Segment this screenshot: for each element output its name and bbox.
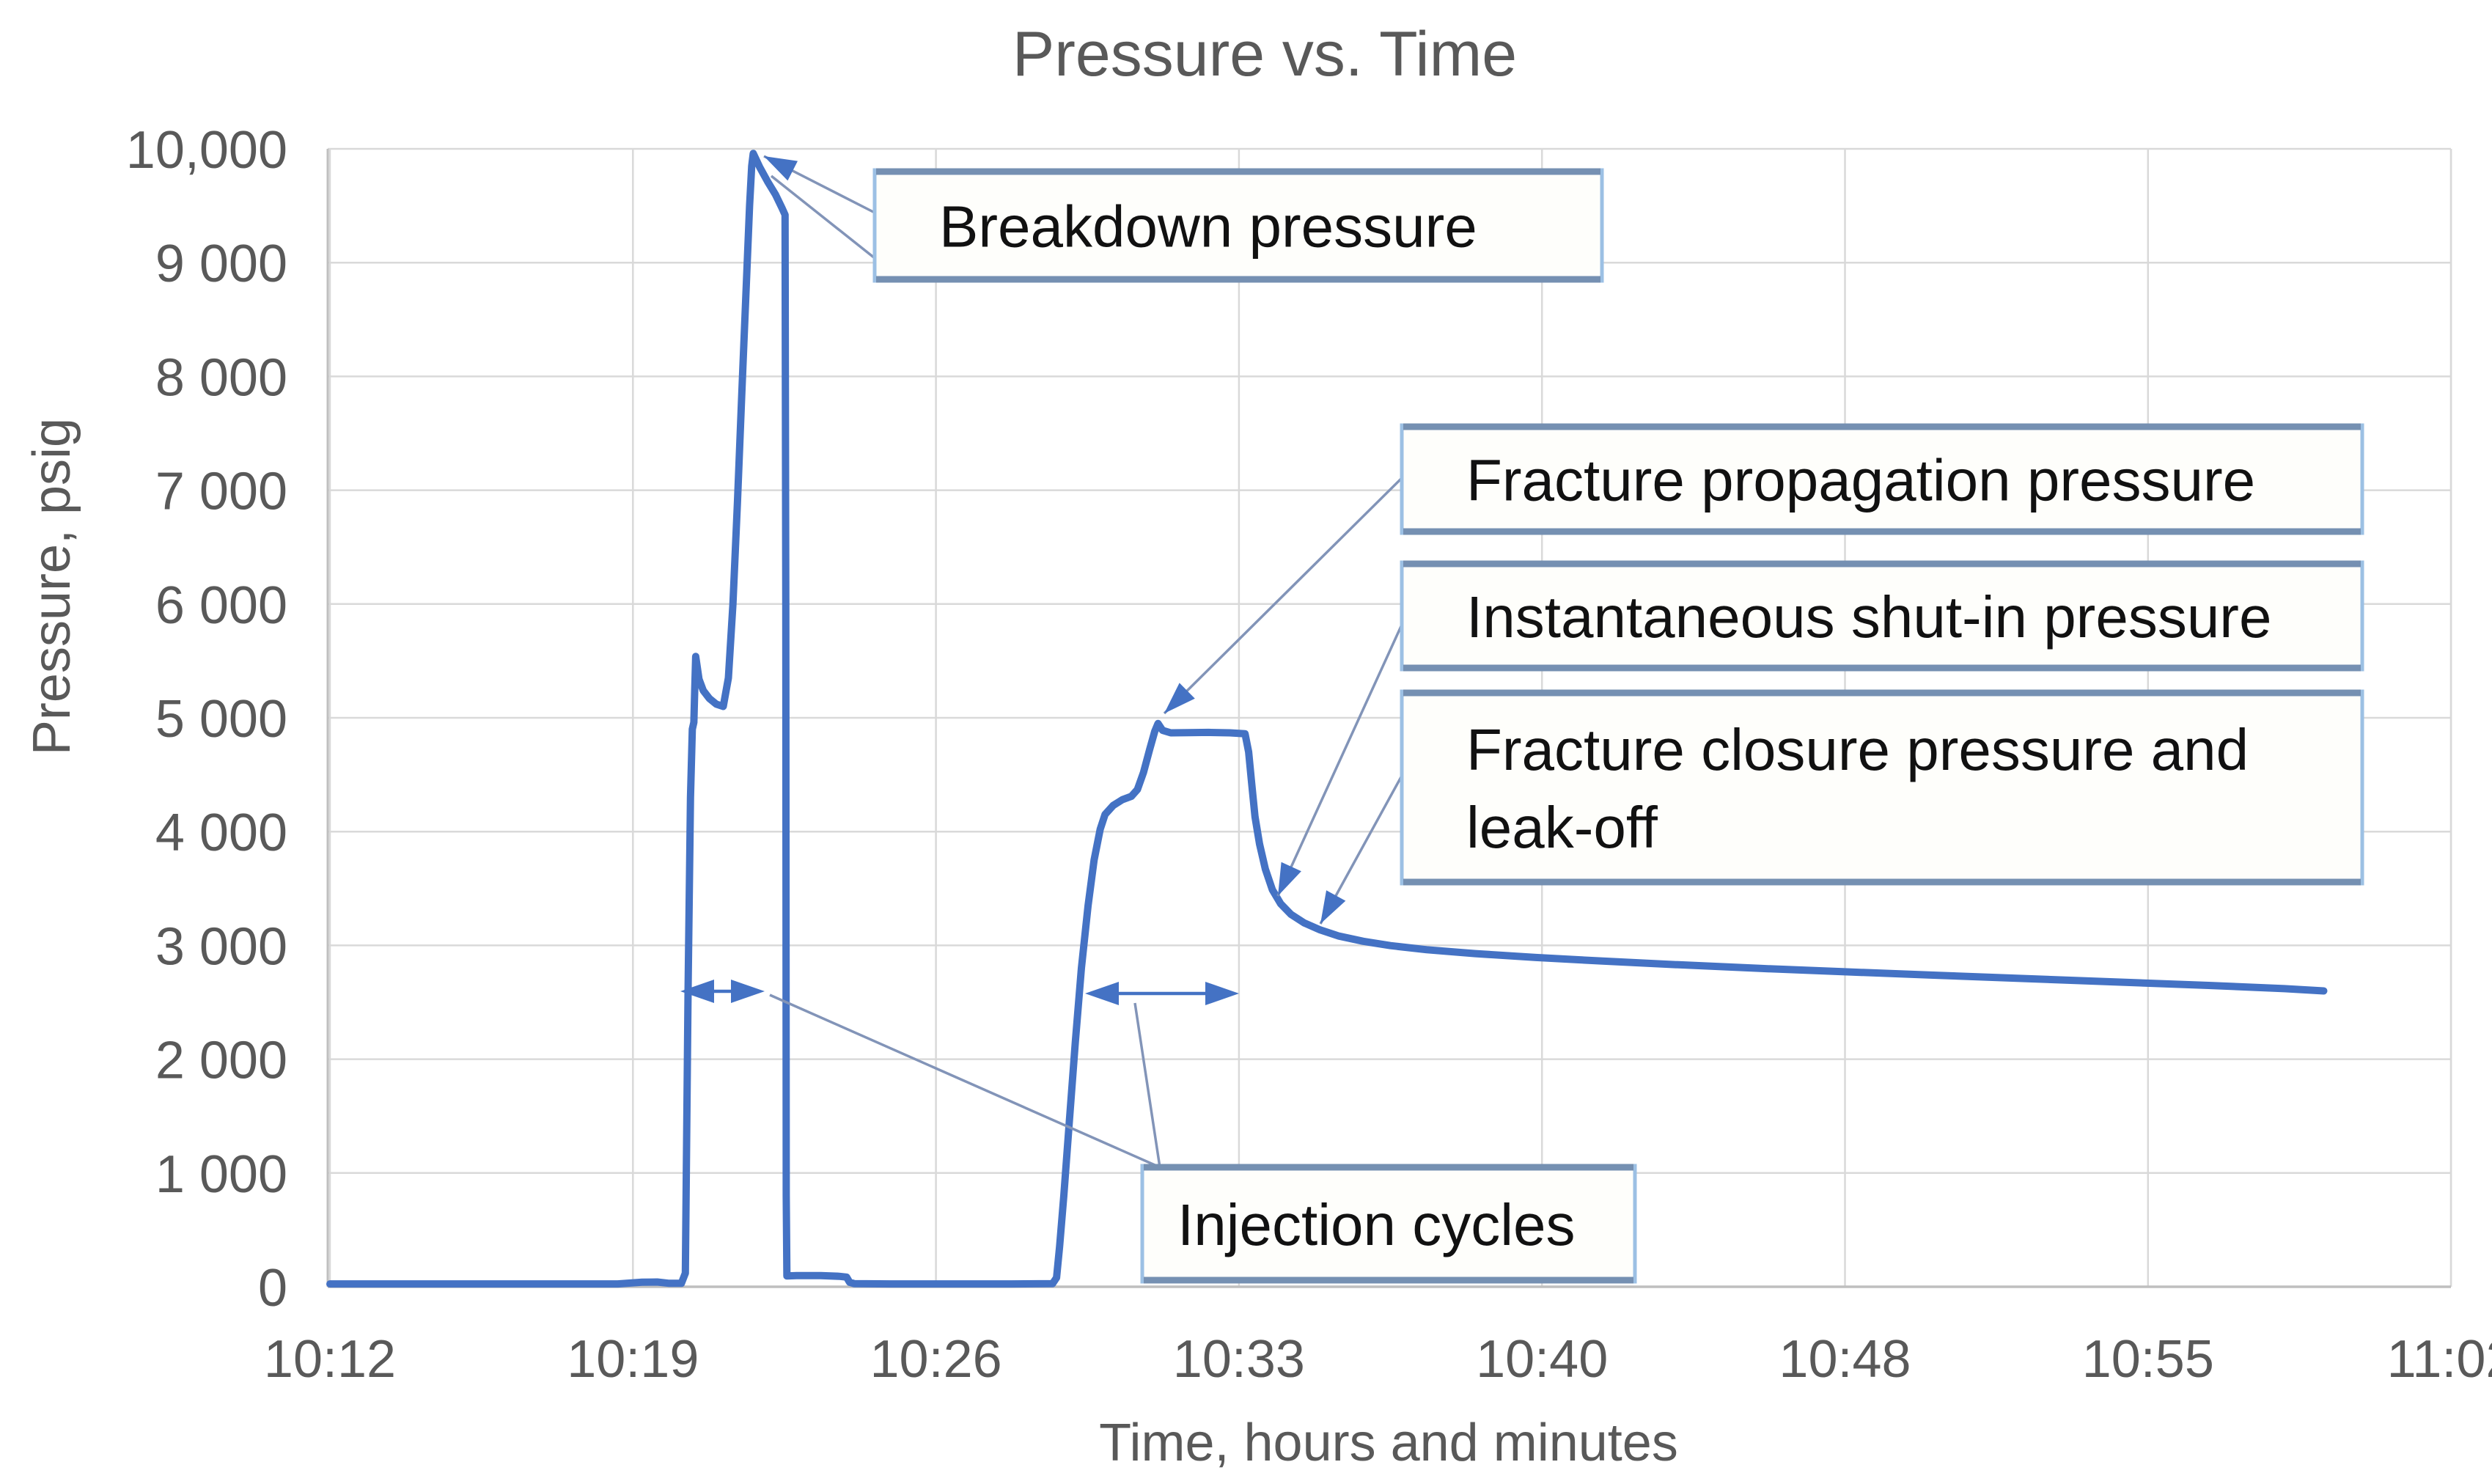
callout-line [1163,477,1403,715]
annotation-boxes-group: Breakdown pressure Fracture propagation p… [872,168,2364,1284]
x-tick-label: 10:48 [1779,1330,1911,1389]
y-tick-label: 7 000 [155,463,287,521]
annotation-label: leak-off [1466,795,1658,860]
feature-arrowhead-icon [1278,862,1301,896]
y-tick-label: 8 000 [155,348,287,407]
annotation-label: Fracture closure pressure and [1466,717,2249,782]
annotation-propagation: Fracture propagation pressure [1400,423,2364,535]
x-tick-label: 10:19 [567,1330,699,1389]
x-axis-title: Time, hours and minutes [1099,1414,1678,1472]
annotation-box [1400,689,2364,886]
callout-line [1133,1002,1161,1168]
annotation-injection: Injection cycles [1140,1164,1637,1284]
axis-ticks-group: 10,000 9 000 8 000 7 000 6 000 5 000 4 000 3 00… [126,121,2492,1389]
y-tick-label: 6 000 [155,576,287,635]
annotation-shut-in: Instantaneous shut-in pressure [1400,560,2364,672]
x-tick-label: 10:26 [870,1330,1002,1389]
feature-arrowhead-icon [1320,890,1346,924]
annotation-label: Fracture propagation pressure [1466,448,2255,513]
cycle-span-arrowhead-icon [1205,982,1239,1005]
x-tick-label: 10:55 [2082,1330,2214,1389]
y-tick-label: 10,000 [126,121,287,180]
annotation-label: Injection cycles [1177,1192,1575,1257]
y-tick-label: 3 000 [155,917,287,976]
annotation-label: Instantaneous shut-in pressure [1466,584,2271,650]
feature-arrowhead-icon [1164,683,1195,713]
y-tick-label: 9 000 [155,235,287,293]
y-axis-title: Pressure, psig [23,418,81,755]
pressure-curve-group [326,150,2328,1288]
annotation-box [1400,423,2364,535]
cycle-span-arrowhead-icon [680,980,714,1003]
annotation-box [872,168,1604,283]
x-tick-label: 11:02 [2387,1330,2492,1389]
annotation-box [1400,560,2364,672]
feature-arrowhead-icon [764,156,798,181]
arrow-markers-group [680,156,1346,1005]
y-tick-label: 5 000 [155,690,287,749]
callout-line [769,993,1161,1169]
annotation-breakdown: Breakdown pressure [872,168,1604,283]
annotation-closure: Fracture closure pressure and leak-off [1400,689,2364,886]
y-tick-label: 4 000 [155,804,287,862]
y-tick-label: 1 000 [155,1145,287,1204]
x-tick-label: 10:12 [264,1330,396,1389]
pressure-curve [326,150,2328,1288]
y-tick-label: 0 [258,1259,287,1318]
y-tick-label: 2 000 [155,1032,287,1090]
x-tick-label: 10:33 [1173,1330,1305,1389]
callout-lines-group [763,155,1403,1169]
callout-line [770,175,876,260]
cycle-span-arrowhead-icon [731,980,765,1003]
callout-line [1276,624,1403,897]
annotation-label: Breakdown pressure [939,194,1477,260]
x-tick-label: 10:40 [1476,1330,1608,1389]
chart-title: Pressure vs. Time [1012,19,1517,89]
cycle-span-arrowhead-icon [1085,982,1119,1005]
